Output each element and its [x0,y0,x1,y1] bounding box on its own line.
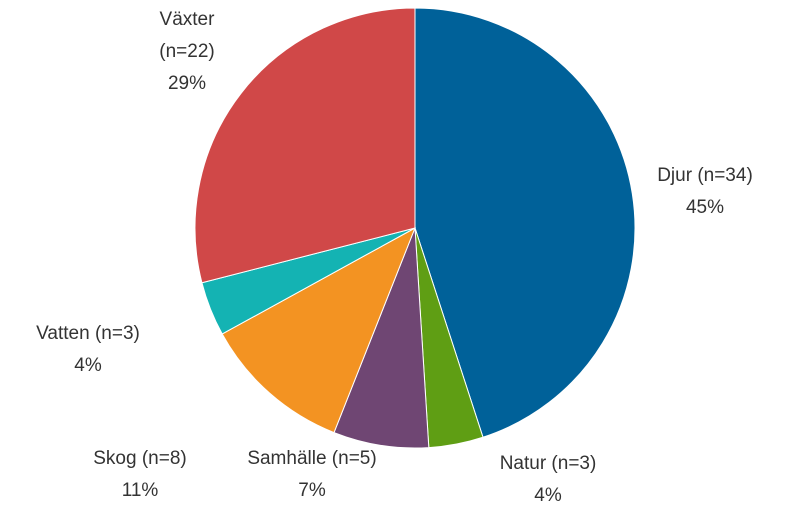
category-label: Skog (n=8) [93,448,187,469]
value-label: 4% [74,355,102,376]
slice-label: Skog (n=8) 11% [30,443,250,505]
pie-slice [194,7,416,284]
slice-label: Djur (n=34) 45% [605,160,792,224]
value-label: 45% [685,197,725,218]
category-label: Djur (n=34) [657,165,753,186]
value-label: 7% [298,480,326,501]
slice-label: Växter (n=22) 29% [147,4,227,100]
value-label: 4% [534,485,562,505]
category-label: Samhälle (n=5) [247,448,377,469]
category-label: Växter (n=22) [159,9,215,62]
category-label: Natur (n=3) [499,453,597,474]
slice-label: Natur (n=3) 4% [438,448,658,505]
pie-slice [414,7,636,438]
slice-label: Vatten (n=3) 4% [0,318,198,382]
pie-slice [221,226,416,434]
value-label: 11% [121,480,159,501]
category-label: Vatten (n=3) [36,323,140,344]
value-label: 29% [167,73,207,94]
slice-label: Samhälle (n=5) 7% [202,443,422,505]
